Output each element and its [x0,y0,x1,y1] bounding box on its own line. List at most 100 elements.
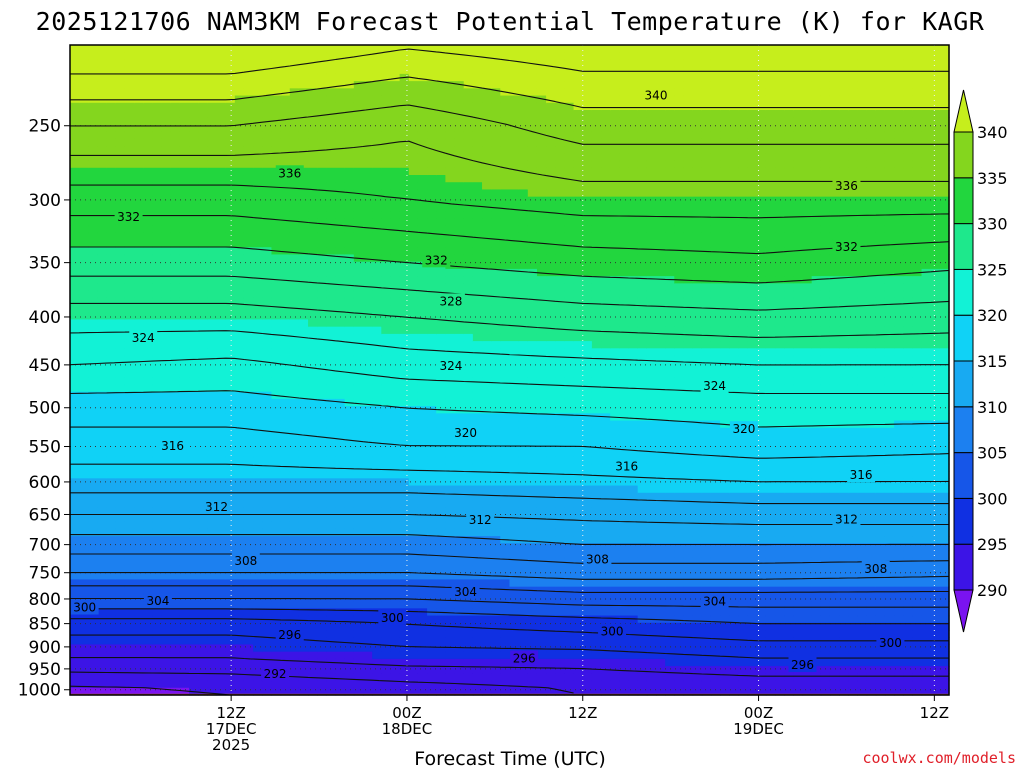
theta-cell [170,471,181,479]
theta-cell [143,406,154,414]
theta-cell [271,565,282,573]
theta-cell [143,449,154,458]
theta-cell [216,254,227,263]
theta-cell [454,687,465,696]
theta-cell [390,247,401,256]
theta-cell [527,355,538,364]
theta-cell [454,391,465,400]
theta-cell [152,543,163,552]
theta-cell [472,485,483,494]
theta-cell [472,218,483,227]
theta-cell [298,435,309,443]
theta-cell [427,615,437,624]
theta-cell [216,146,227,154]
theta-cell [399,261,410,270]
theta-cell [527,153,538,162]
theta-cell [546,579,556,588]
theta-cell [536,427,547,436]
theta-cell [106,146,117,154]
theta-cell [207,427,218,436]
theta-cell [509,543,520,552]
theta-cell [536,326,547,335]
theta-cell [298,59,309,68]
theta-cell [417,225,428,234]
theta-cell [555,384,566,393]
theta-cell [207,102,218,111]
theta-cell [170,413,181,422]
theta-cell [243,521,254,530]
theta-cell [234,95,245,104]
theta-cell [353,384,364,393]
theta-cell [555,333,566,342]
theta-cell [372,687,382,696]
theta-cell [298,203,309,212]
theta-cell [143,182,154,191]
theta-cell [482,254,492,263]
theta-cell [143,420,154,429]
theta-cell [536,95,547,104]
theta-cell [179,370,190,378]
theta-cell [115,167,126,176]
theta-cell [463,203,474,212]
theta-cell [454,232,465,241]
theta-cell [106,153,117,162]
theta-cell [152,240,163,248]
theta-cell [390,283,401,292]
theta-cell [344,110,355,118]
theta-cell [445,449,456,458]
theta-cell [381,124,392,133]
theta-cell [326,528,337,537]
theta-cell [564,138,575,147]
theta-cell [262,449,273,458]
theta-cell [372,463,382,472]
theta-cell [289,435,300,443]
theta-cell [509,124,520,133]
theta-cell [445,420,456,429]
theta-cell [527,666,538,674]
theta-cell [280,687,291,696]
theta-cell [518,268,529,277]
theta-cell [408,355,419,364]
theta-cell [262,601,273,609]
theta-cell [390,160,401,169]
theta-cell [408,644,419,653]
theta-cell [335,283,346,292]
theta-cell [518,608,529,617]
theta-cell [124,297,135,306]
theta-cell [152,579,163,588]
theta-cell [536,463,547,472]
theta-cell [463,406,474,414]
theta-cell [225,333,236,342]
theta-cell [216,442,227,451]
theta-cell [225,290,236,299]
theta-cell [518,254,529,263]
theta-cell [454,521,465,530]
theta-cell [308,586,318,595]
theta-cell [124,66,135,75]
theta-cell [454,333,465,342]
theta-cell [88,211,99,219]
theta-cell [555,579,566,588]
theta-cell [88,370,99,378]
theta-cell [427,435,437,443]
theta-cell [317,579,327,588]
theta-cell [207,261,218,270]
theta-cell [179,66,190,75]
theta-cell [564,572,575,581]
theta-cell [298,514,309,523]
theta-cell [298,319,309,328]
theta-cell [527,687,538,696]
theta-cell [381,413,392,422]
theta-cell [363,572,373,581]
theta-cell [564,52,575,61]
theta-cell [280,189,291,198]
theta-cell [427,88,437,97]
theta-cell [225,81,236,89]
theta-cell [381,290,392,299]
theta-cell [408,203,419,212]
theta-cell [262,478,273,487]
theta-cell [308,521,318,530]
theta-cell [124,146,135,154]
theta-cell [408,427,419,436]
theta-cell [134,182,144,191]
